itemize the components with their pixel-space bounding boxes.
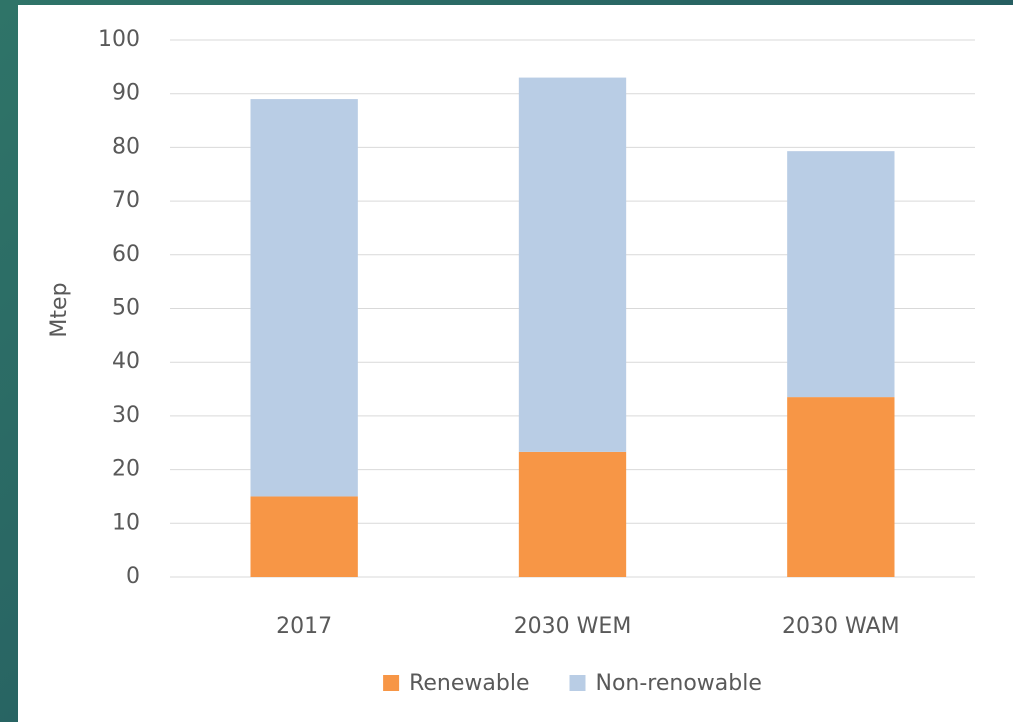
y-tick-label: 0	[126, 564, 140, 589]
bar	[518, 451, 627, 577]
legend-swatch	[569, 675, 586, 691]
y-axis-label: Mtep	[47, 282, 72, 337]
y-tick-label: 40	[112, 349, 140, 374]
x-tick-label: 2030 WAM	[782, 614, 900, 639]
y-tick-label: 30	[112, 403, 140, 428]
y-tick-label: 60	[112, 242, 140, 267]
x-tick-label: 2030 WEM	[514, 614, 632, 639]
y-tick-label: 20	[112, 457, 140, 482]
x-tick-label: 2017	[276, 614, 332, 639]
legend-label: Non-renowable	[596, 671, 762, 696]
y-tick-label: 10	[112, 510, 140, 535]
y-tick-label: 100	[98, 27, 140, 52]
bar	[250, 99, 358, 497]
bar	[250, 496, 358, 577]
y-tick-label: 80	[112, 134, 140, 159]
bar	[787, 397, 895, 577]
legend-label: Renewable	[409, 671, 529, 696]
bar	[518, 77, 627, 452]
legend-swatch	[383, 675, 400, 691]
y-tick-label: 50	[112, 296, 140, 321]
y-tick-label: 90	[112, 81, 140, 106]
y-tick-label: 70	[112, 188, 140, 213]
bar	[787, 151, 895, 398]
